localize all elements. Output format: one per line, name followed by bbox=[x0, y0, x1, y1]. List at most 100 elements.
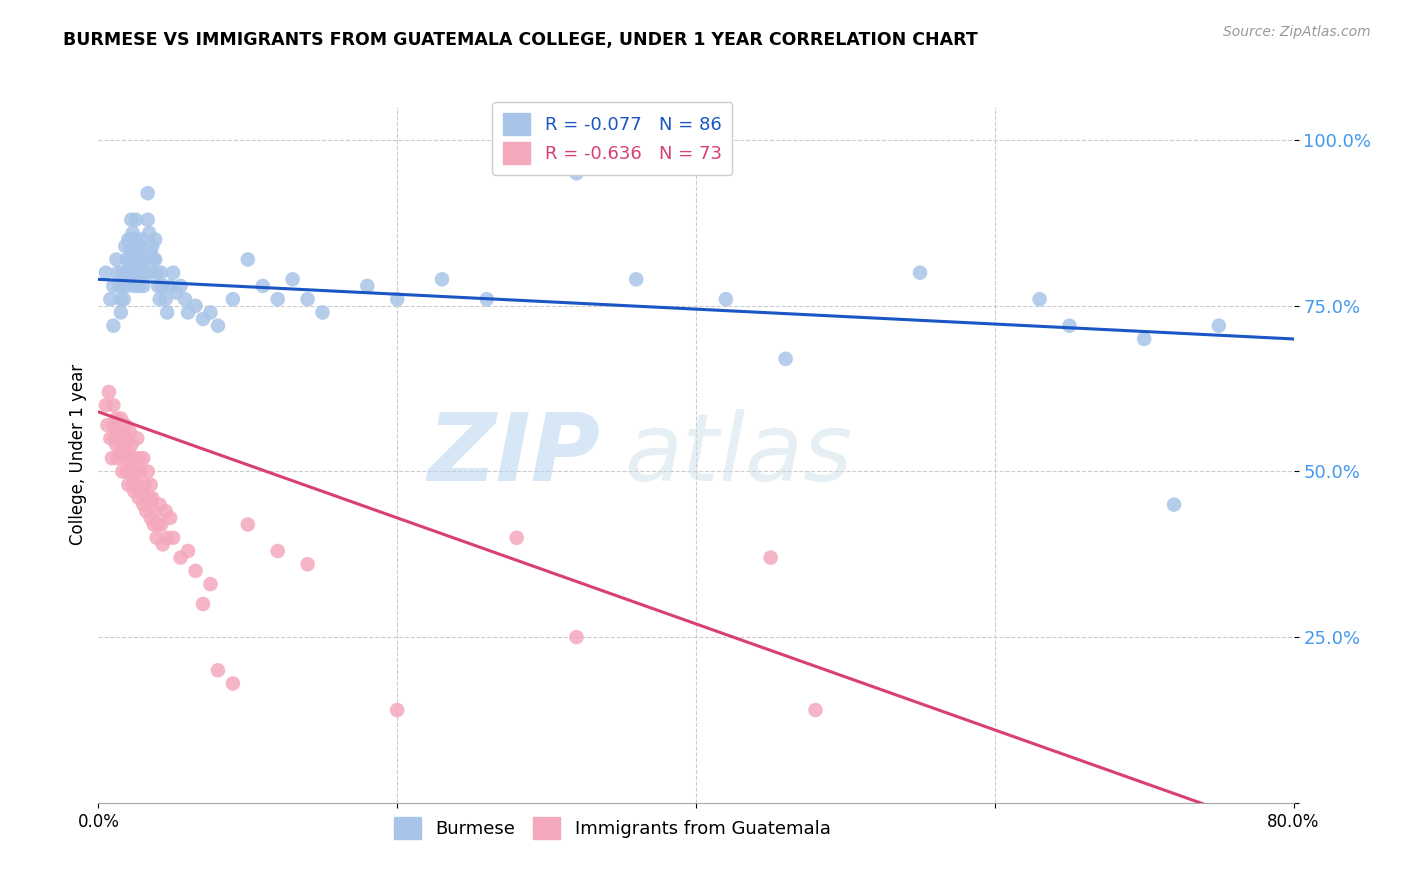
Point bbox=[169, 550, 191, 565]
Point bbox=[191, 312, 214, 326]
Point bbox=[162, 531, 184, 545]
Point bbox=[105, 252, 128, 267]
Point bbox=[267, 292, 290, 306]
Point bbox=[200, 577, 222, 591]
Point bbox=[145, 531, 167, 545]
Text: atlas: atlas bbox=[624, 409, 852, 500]
Point bbox=[430, 272, 453, 286]
Point bbox=[139, 511, 162, 525]
Point bbox=[108, 431, 131, 445]
Point bbox=[103, 398, 125, 412]
Point bbox=[120, 233, 142, 247]
Point bbox=[156, 305, 179, 319]
Y-axis label: College, Under 1 year: College, Under 1 year bbox=[69, 364, 87, 546]
Point bbox=[162, 266, 184, 280]
Point bbox=[207, 663, 229, 677]
Point bbox=[131, 233, 153, 247]
Point bbox=[356, 279, 378, 293]
Point bbox=[131, 252, 153, 267]
Point bbox=[118, 239, 141, 253]
Point bbox=[565, 166, 588, 180]
Point bbox=[121, 477, 143, 491]
Point bbox=[132, 451, 155, 466]
Point bbox=[159, 279, 181, 293]
Point bbox=[143, 504, 166, 518]
Point bbox=[111, 465, 134, 479]
Point bbox=[131, 484, 153, 499]
Point bbox=[149, 292, 172, 306]
Point bbox=[134, 252, 156, 267]
Point bbox=[114, 239, 136, 253]
Point bbox=[108, 279, 131, 293]
Point bbox=[129, 239, 152, 253]
Point bbox=[138, 491, 160, 505]
Text: Source: ZipAtlas.com: Source: ZipAtlas.com bbox=[1223, 25, 1371, 39]
Point bbox=[626, 272, 648, 286]
Point bbox=[169, 279, 191, 293]
Point bbox=[128, 491, 150, 505]
Point bbox=[135, 504, 157, 518]
Point bbox=[141, 491, 163, 505]
Point bbox=[145, 266, 167, 280]
Point bbox=[159, 511, 181, 525]
Point bbox=[121, 245, 143, 260]
Point bbox=[385, 292, 409, 306]
Point bbox=[191, 597, 214, 611]
Point bbox=[103, 418, 125, 433]
Point bbox=[120, 252, 142, 267]
Point bbox=[565, 630, 588, 644]
Text: ZIP: ZIP bbox=[427, 409, 600, 501]
Point bbox=[111, 266, 134, 280]
Point bbox=[115, 279, 138, 293]
Point bbox=[150, 517, 173, 532]
Point bbox=[118, 425, 141, 439]
Point bbox=[207, 318, 229, 333]
Point bbox=[120, 465, 142, 479]
Point bbox=[143, 252, 166, 267]
Point bbox=[142, 517, 165, 532]
Point bbox=[139, 266, 162, 280]
Point bbox=[222, 676, 245, 690]
Point bbox=[149, 498, 172, 512]
Point bbox=[110, 411, 132, 425]
Point bbox=[112, 292, 135, 306]
Point bbox=[101, 451, 124, 466]
Point bbox=[129, 259, 152, 273]
Point bbox=[156, 531, 179, 545]
Point bbox=[138, 226, 160, 240]
Point bbox=[121, 226, 143, 240]
Point bbox=[111, 425, 134, 439]
Point bbox=[1208, 318, 1230, 333]
Point bbox=[134, 477, 156, 491]
Point bbox=[148, 517, 170, 532]
Point bbox=[105, 411, 128, 425]
Point bbox=[1133, 332, 1156, 346]
Point bbox=[125, 465, 148, 479]
Point bbox=[115, 252, 138, 267]
Point bbox=[1059, 318, 1081, 333]
Point bbox=[120, 438, 142, 452]
Text: BURMESE VS IMMIGRANTS FROM GUATEMALA COLLEGE, UNDER 1 YEAR CORRELATION CHART: BURMESE VS IMMIGRANTS FROM GUATEMALA COL… bbox=[63, 31, 979, 49]
Point bbox=[150, 266, 173, 280]
Point bbox=[236, 252, 259, 267]
Point bbox=[236, 517, 259, 532]
Point bbox=[117, 233, 139, 247]
Point bbox=[115, 431, 138, 445]
Point bbox=[98, 292, 122, 306]
Point bbox=[136, 186, 159, 201]
Point bbox=[118, 451, 141, 466]
Point bbox=[107, 451, 129, 466]
Point bbox=[110, 444, 132, 458]
Point bbox=[136, 465, 159, 479]
Point bbox=[1163, 498, 1185, 512]
Point bbox=[155, 292, 177, 306]
Point bbox=[127, 477, 149, 491]
Point bbox=[775, 351, 797, 366]
Point bbox=[155, 504, 177, 518]
Point bbox=[112, 438, 135, 452]
Point bbox=[114, 451, 136, 466]
Point bbox=[139, 245, 162, 260]
Point bbox=[132, 498, 155, 512]
Point bbox=[124, 484, 146, 499]
Point bbox=[804, 703, 827, 717]
